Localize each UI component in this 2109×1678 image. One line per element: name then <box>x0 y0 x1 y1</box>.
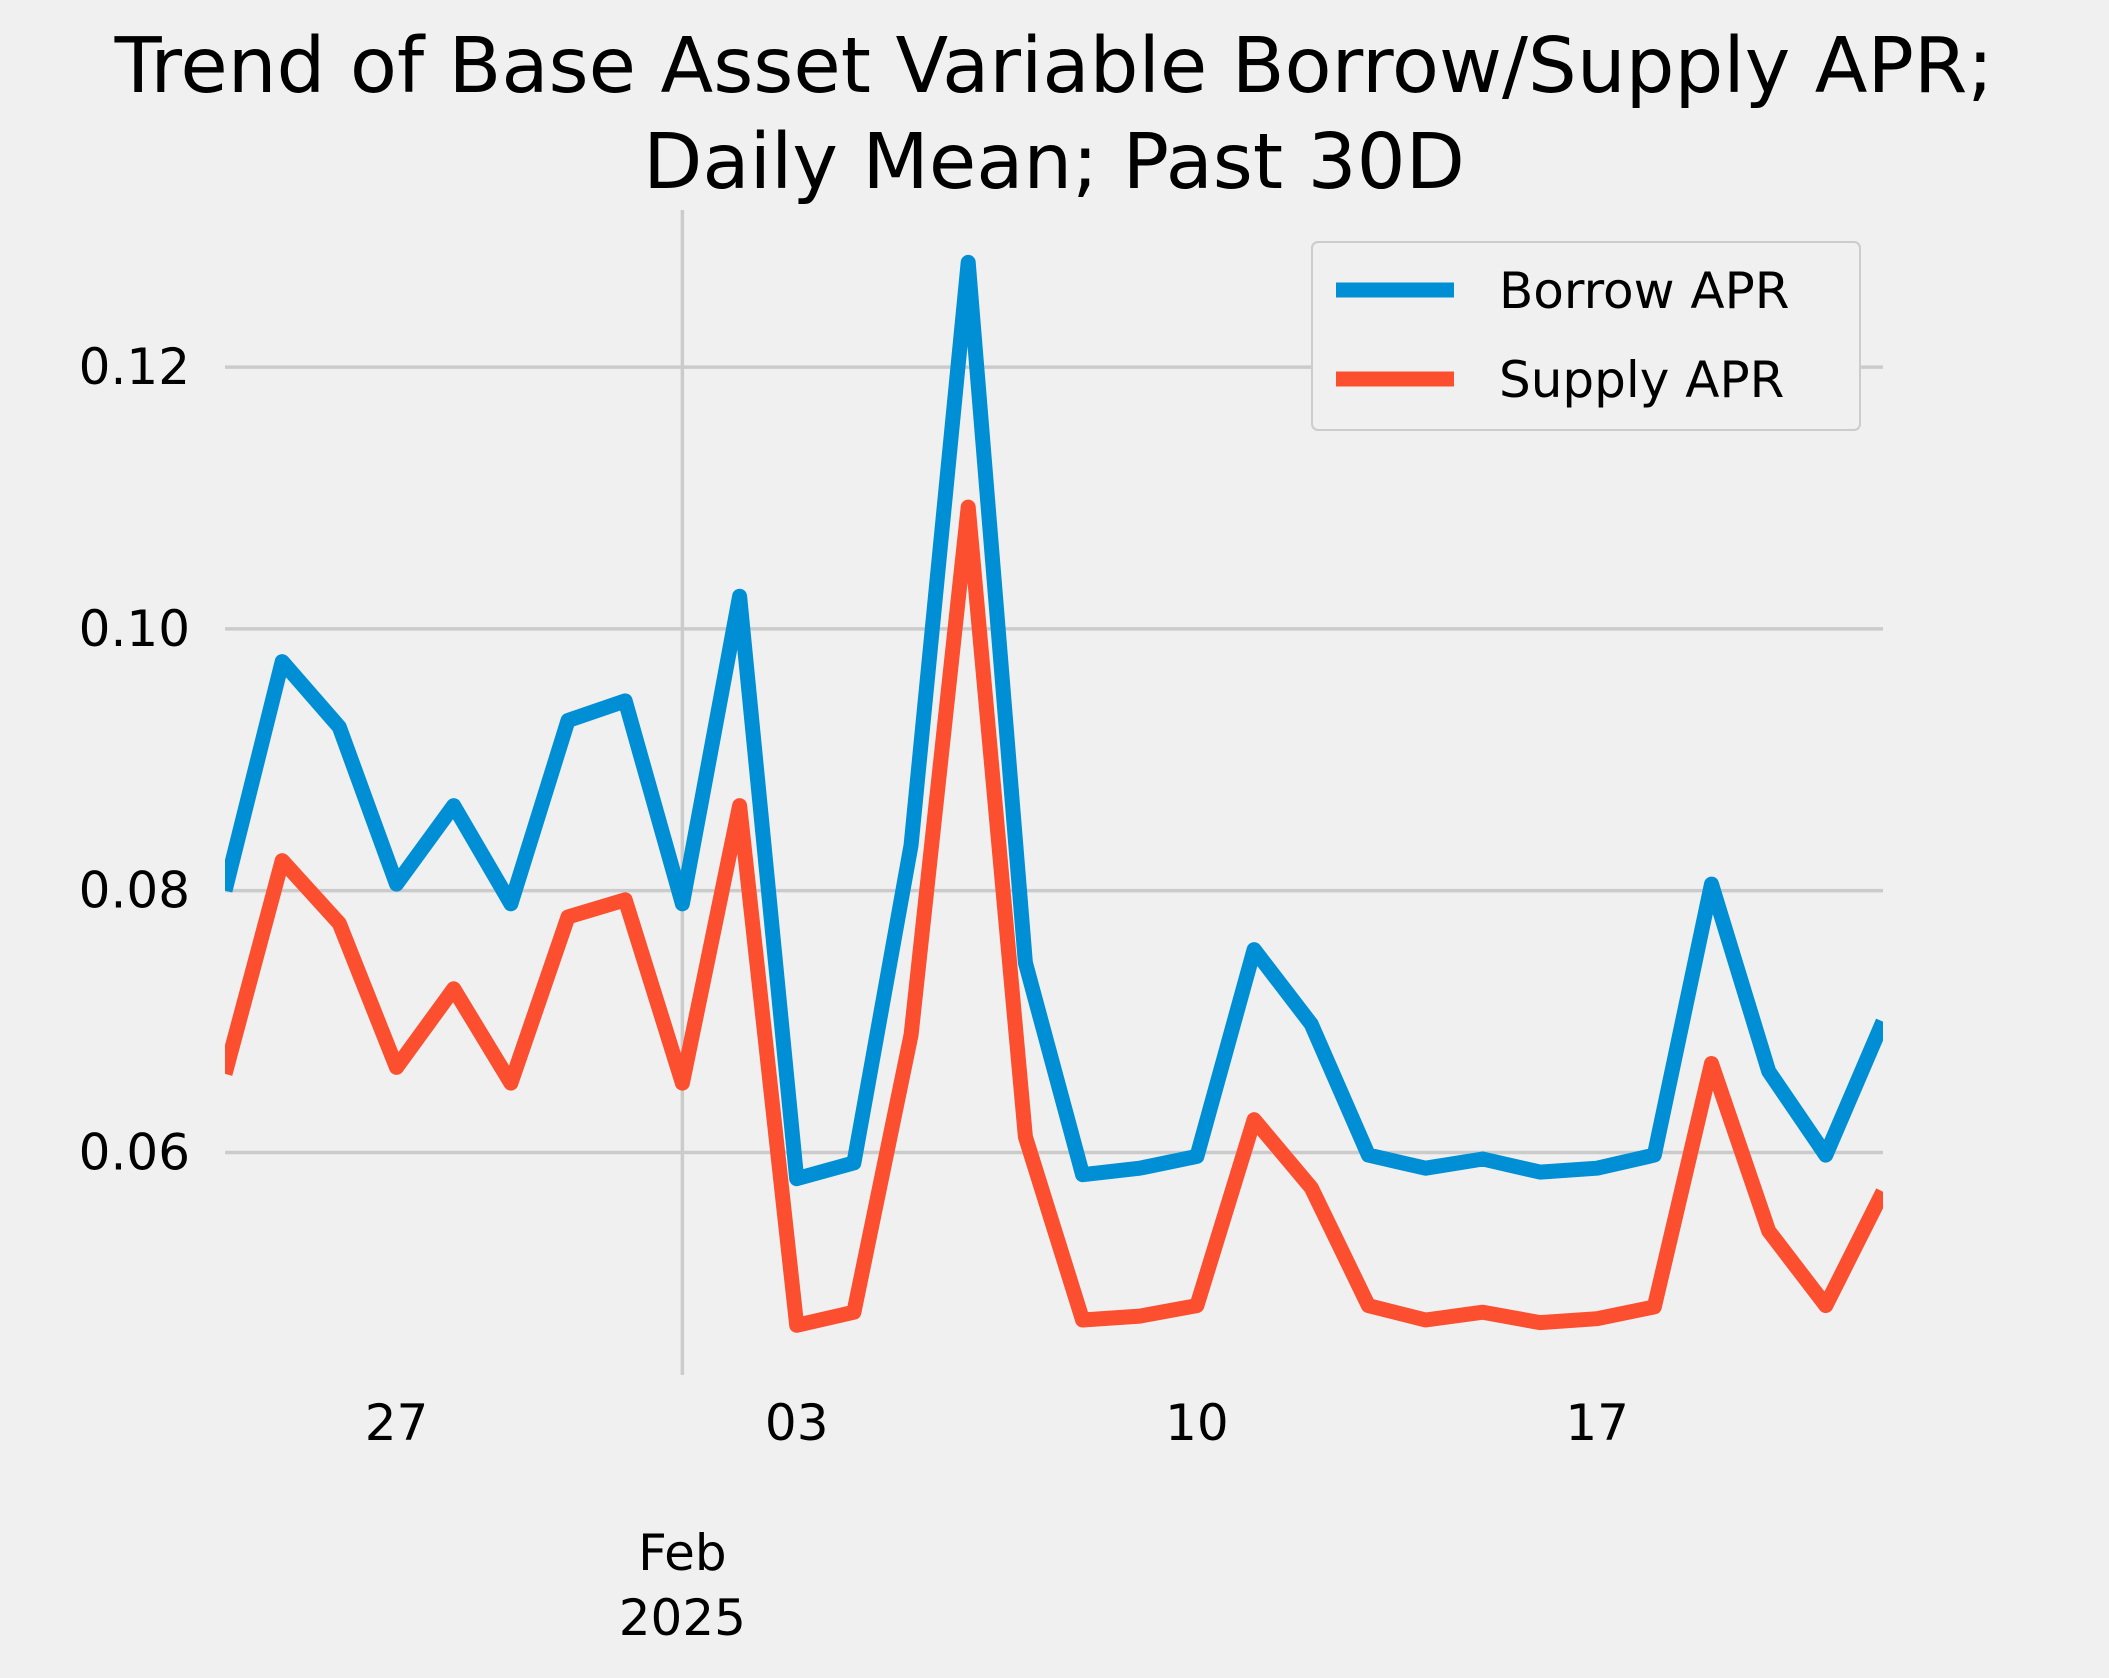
y-tick-label: 0.06 <box>79 1123 190 1181</box>
x-tick-label: 17 <box>1565 1394 1629 1452</box>
y-tick-label: 0.12 <box>79 338 190 396</box>
legend-label: Supply APR <box>1499 351 1784 409</box>
chart-title-line-2: Daily Mean; Past 30D <box>643 118 1465 207</box>
legend-label: Borrow APR <box>1499 262 1790 320</box>
x-tick-label: 03 <box>765 1394 829 1452</box>
x-tick-label: 27 <box>365 1394 429 1452</box>
supply-aprline <box>225 499 1883 1333</box>
tick-labels: 0.06 0.08 0.10 0.12 27 03 10 17 Feb 2025 <box>79 338 1629 1647</box>
x-tick-label: 10 <box>1165 1394 1229 1452</box>
x-major-tick-label: Feb <box>638 1524 727 1582</box>
y-tick-label: 0.10 <box>79 600 190 658</box>
x-major-tick-label: 2025 <box>619 1589 746 1647</box>
y-tick-label: 0.08 <box>79 862 190 920</box>
legend: Borrow APR Supply APR <box>1311 241 1861 431</box>
borrow-aprline <box>225 254 1883 1187</box>
series-layer <box>225 254 1883 1333</box>
chart-title-line-1: Trend of Base Asset Variable Borrow/Supp… <box>114 22 1994 111</box>
